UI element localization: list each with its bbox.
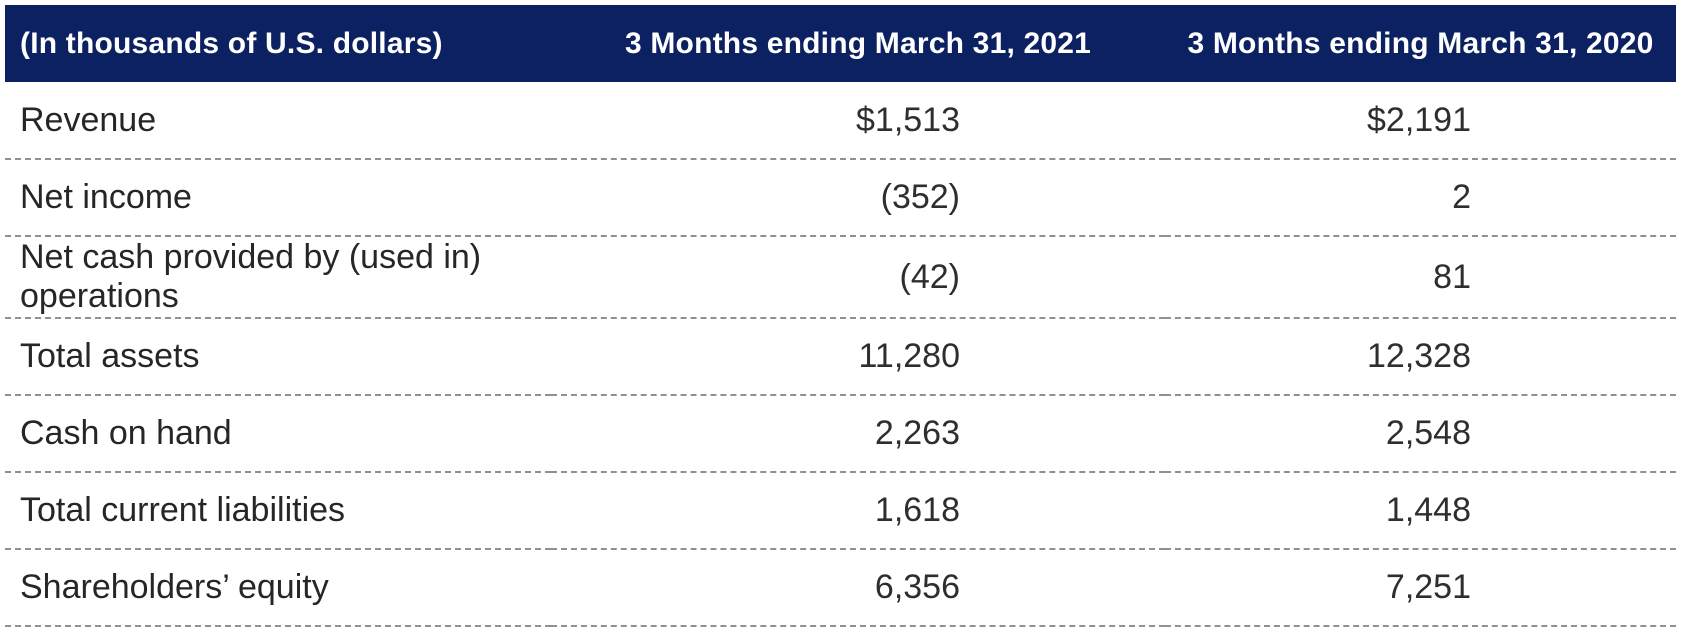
row-label: Cash on hand [5,395,551,473]
value-2020: 7,251 [1165,549,1676,627]
row-label: Net income [5,159,551,237]
value-2020: 12,328 [1165,318,1676,396]
row-label: Net cash provided by (used in) operation… [5,236,551,319]
table-row-net-cash-operations: Net cash provided by (used in) operation… [5,236,1676,319]
row-label: Shareholders’ equity [5,549,551,627]
value-2021: $1,513 [551,82,1165,160]
table-row-total-current-liabilities: Total current liabilities 1,618 1,448 [5,472,1676,550]
header-row: (In thousands of U.S. dollars) 3 Months … [5,5,1676,82]
row-label: Total assets [5,318,551,396]
table-row-total-assets: Total assets 11,280 12,328 [5,318,1676,396]
value-2020: 81 [1165,236,1676,319]
value-2020: 1,448 [1165,472,1676,550]
table-row-shareholders-equity: Shareholders’ equity 6,356 7,251 [5,549,1676,627]
unit-note-header: (In thousands of U.S. dollars) [5,5,551,82]
value-2021: 1,618 [551,472,1165,550]
table-row-net-income: Net income (352) 2 [5,159,1676,237]
row-label: Total current liabilities [5,472,551,550]
column-header-2020: 3 Months ending March 31, 2020 [1165,5,1676,82]
value-2021: (42) [551,236,1165,319]
financial-summary-table: (In thousands of U.S. dollars) 3 Months … [5,5,1676,627]
column-header-2021: 3 Months ending March 31, 2021 [551,5,1165,82]
row-label: Revenue [5,82,551,160]
value-2021: (352) [551,159,1165,237]
table-row-cash-on-hand: Cash on hand 2,263 2,548 [5,395,1676,473]
value-2021: 11,280 [551,318,1165,396]
value-2021: 2,263 [551,395,1165,473]
value-2020: $2,191 [1165,82,1676,160]
table-row-revenue: Revenue $1,513 $2,191 [5,82,1676,160]
value-2020: 2,548 [1165,395,1676,473]
value-2021: 6,356 [551,549,1165,627]
value-2020: 2 [1165,159,1676,237]
